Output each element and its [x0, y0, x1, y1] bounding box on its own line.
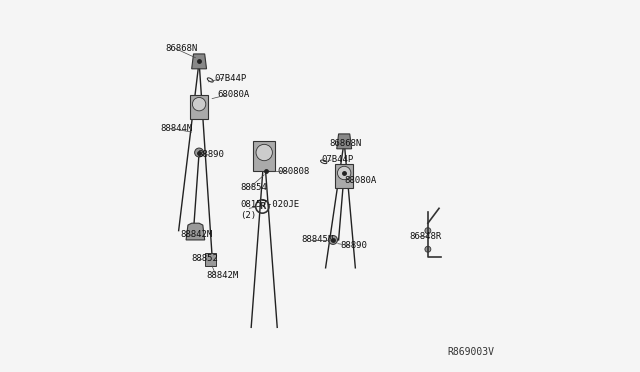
Polygon shape [191, 54, 207, 69]
Text: 86868N: 86868N [330, 139, 362, 148]
Bar [253, 141, 275, 171]
Text: 88854: 88854 [240, 183, 267, 192]
Circle shape [195, 148, 204, 157]
Bar [335, 164, 353, 188]
Circle shape [425, 228, 431, 234]
Text: 68080A: 68080A [218, 90, 250, 99]
Text: R: R [259, 202, 266, 211]
Text: 86868N: 86868N [166, 44, 198, 53]
Bar [205, 253, 216, 266]
Polygon shape [186, 223, 205, 240]
Text: 88890: 88890 [197, 150, 224, 159]
Text: 080808: 080808 [277, 167, 310, 176]
Circle shape [337, 166, 351, 180]
Circle shape [193, 97, 206, 111]
Circle shape [425, 246, 431, 252]
Text: 07B44P: 07B44P [214, 74, 246, 83]
Bar [190, 95, 209, 119]
Text: 88890: 88890 [340, 241, 367, 250]
Text: 88844M: 88844M [160, 124, 192, 133]
Text: R869003V: R869003V [448, 347, 495, 357]
Text: 88080A: 88080A [344, 176, 376, 185]
Circle shape [328, 235, 337, 244]
Text: 07B44P: 07B44P [322, 155, 354, 164]
Text: 88842M: 88842M [180, 230, 212, 239]
Polygon shape [337, 134, 351, 149]
Text: 88845N: 88845N [301, 235, 333, 244]
Text: 88842M: 88842M [207, 271, 239, 280]
Text: 86848R: 86848R [410, 232, 442, 241]
Text: 88852: 88852 [191, 254, 218, 263]
Circle shape [256, 144, 273, 161]
Text: 08157-020JE
(2): 08157-020JE (2) [240, 201, 299, 220]
